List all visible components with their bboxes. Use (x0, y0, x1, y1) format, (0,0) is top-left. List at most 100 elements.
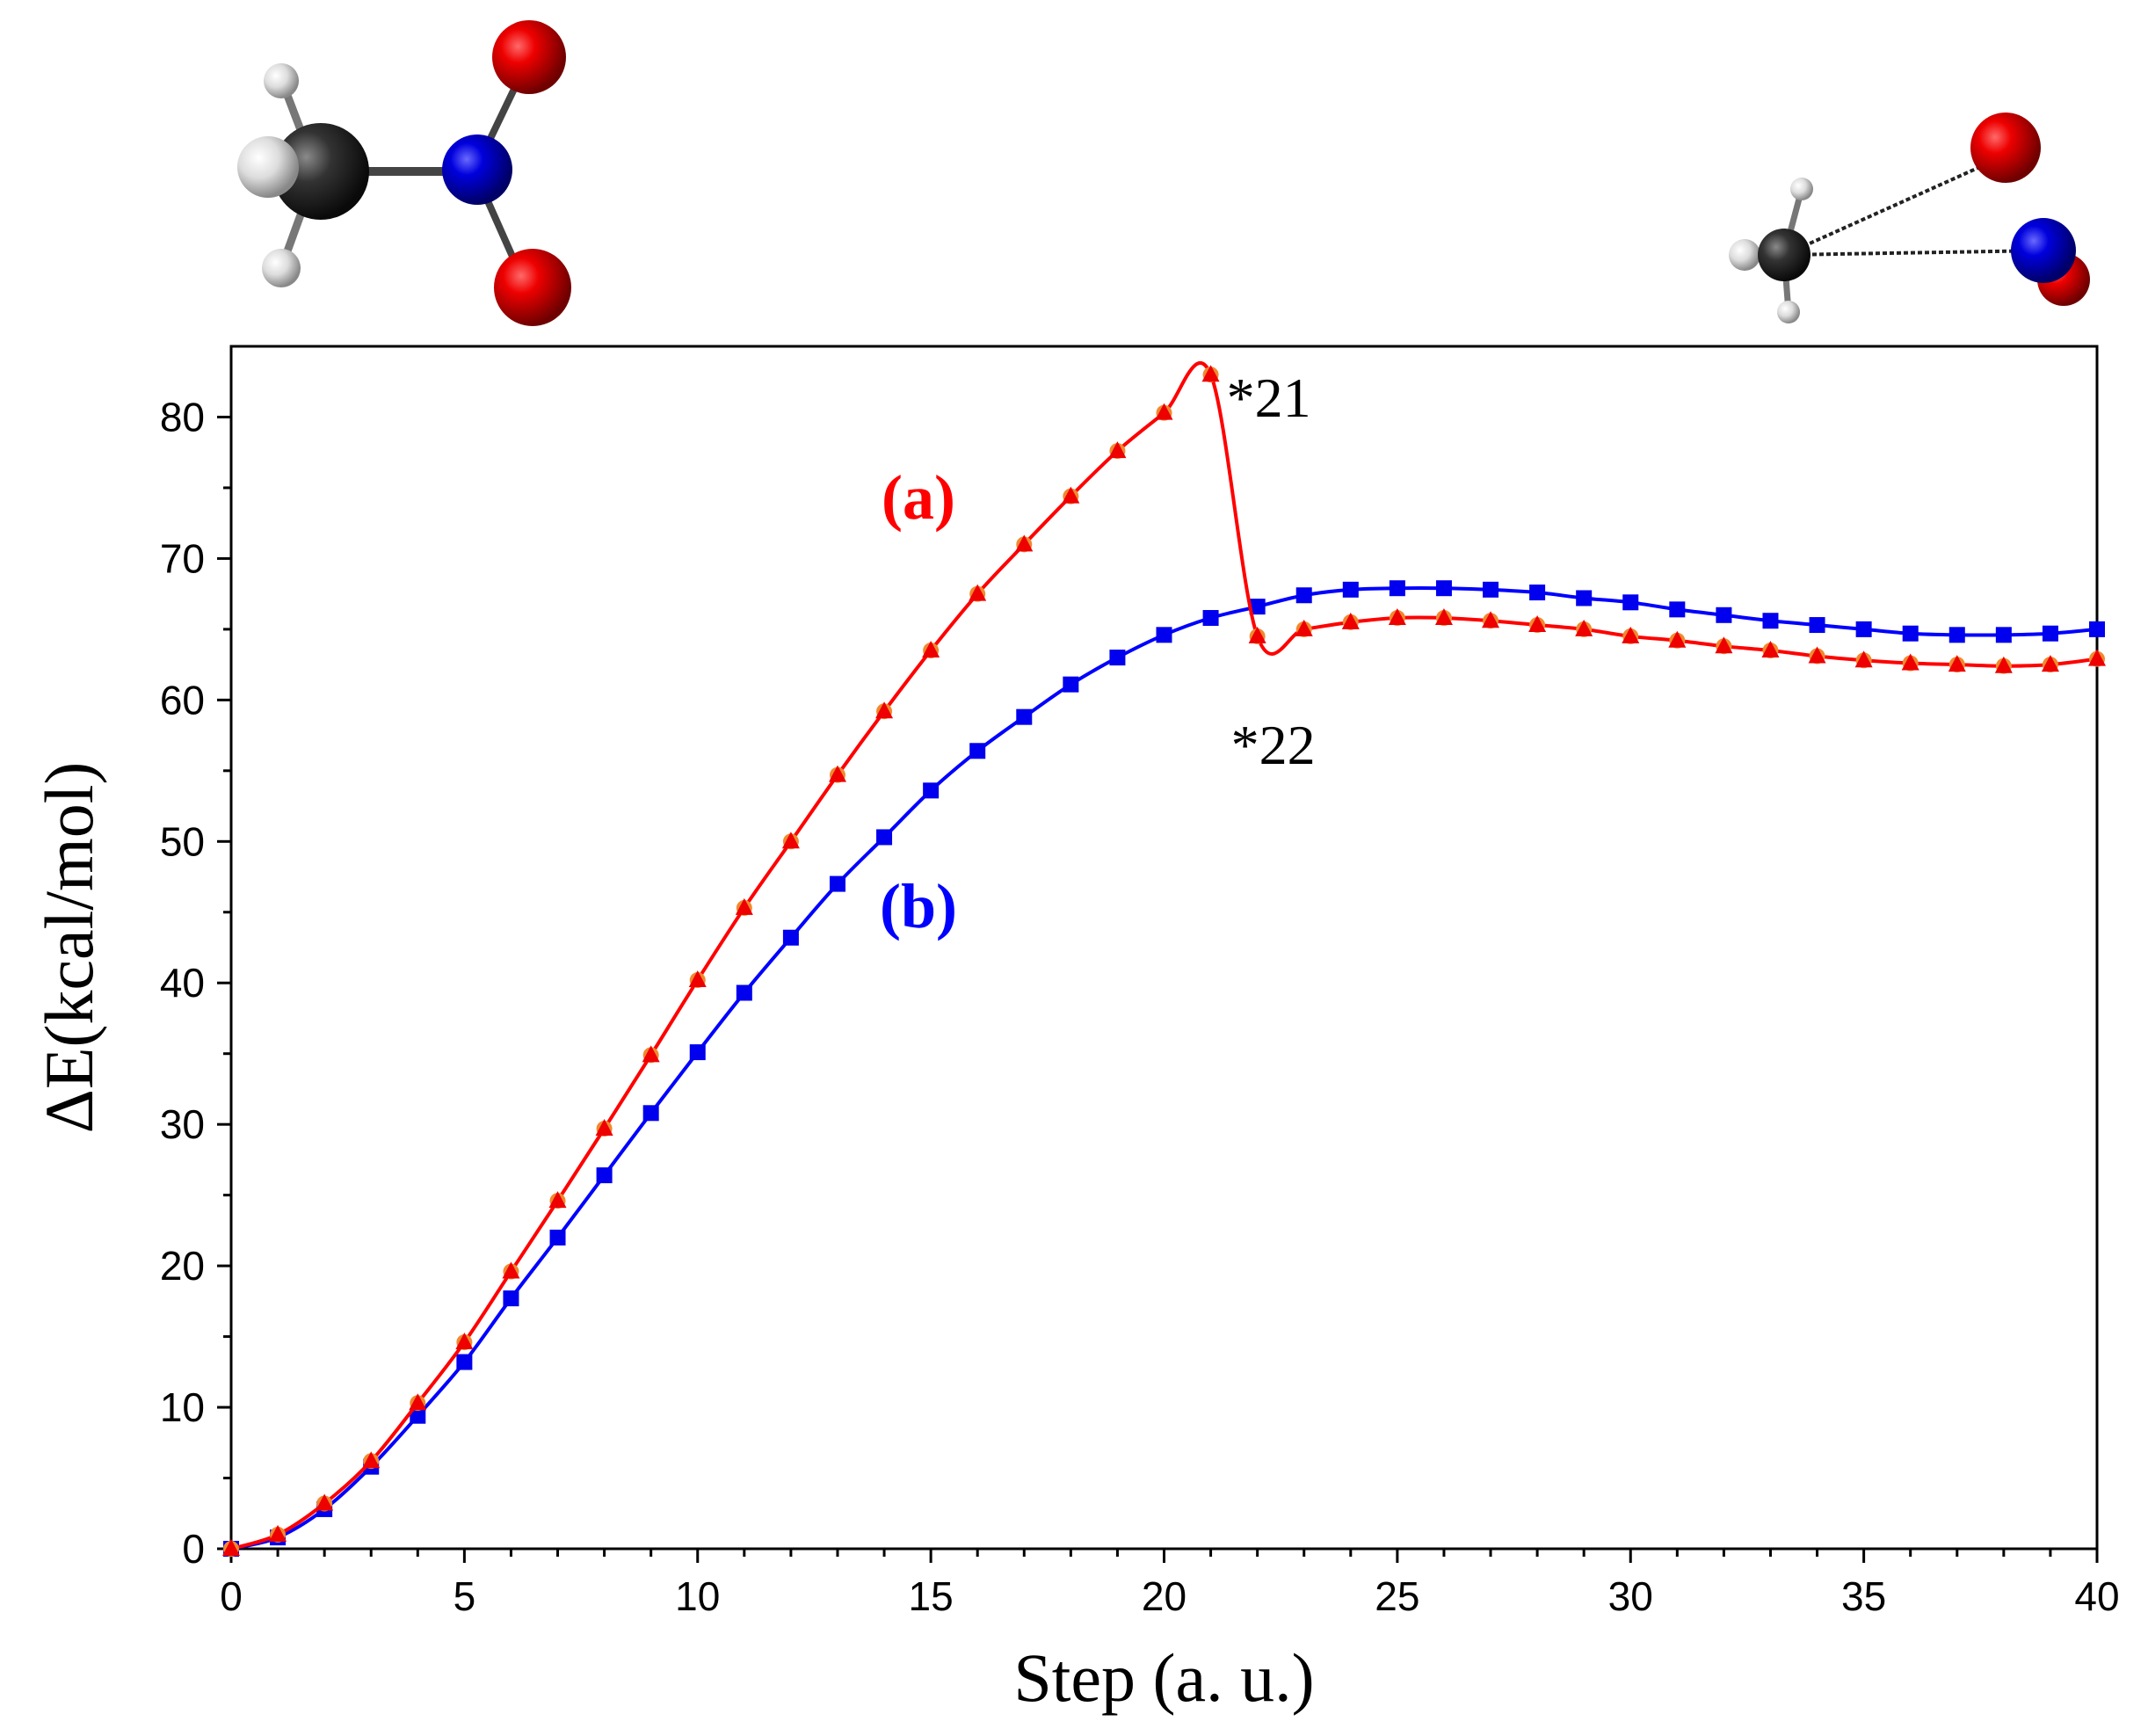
series-point (2089, 621, 2105, 637)
series-point (1855, 621, 1872, 637)
series-point (2041, 655, 2059, 672)
series-point (1342, 581, 1359, 598)
series-point (1528, 615, 1547, 633)
series-point (1015, 534, 1034, 552)
series-point (1622, 594, 1639, 611)
molecule-product-illustration (1729, 113, 2090, 323)
series-point (1715, 636, 1733, 654)
series-point (1016, 708, 1033, 725)
series-point (828, 765, 846, 782)
series-point (1529, 585, 1546, 601)
series-point (969, 584, 987, 601)
y-tick-label: 20 (160, 1243, 205, 1289)
series-point (456, 1354, 473, 1370)
series-point (222, 1539, 240, 1556)
series-point (969, 743, 986, 759)
series-point (1295, 587, 1312, 604)
series-point (922, 641, 940, 658)
y-tick-label: 50 (160, 818, 205, 864)
x-tick-label: 25 (1375, 1573, 1419, 1619)
series-point (2042, 625, 2058, 642)
x-tick-label: 20 (1142, 1573, 1186, 1619)
series-line (230, 361, 2098, 1551)
series-point (1622, 626, 1640, 643)
x-tick-label: 30 (1608, 1573, 1653, 1619)
series-point (781, 832, 800, 849)
series-point (1809, 617, 1825, 634)
series-point (1995, 627, 2012, 643)
series-point (1062, 486, 1080, 504)
series-line (230, 586, 2098, 1551)
x-tick-label: 15 (909, 1573, 954, 1619)
series-label-a: (a) (882, 462, 955, 533)
series-point (642, 1045, 660, 1063)
series-point (502, 1261, 520, 1279)
series-point (1249, 599, 1266, 615)
series-point (1761, 641, 1780, 658)
series-point (1994, 656, 2013, 673)
series-point (503, 1290, 519, 1307)
series-point (2088, 649, 2106, 666)
series-point (316, 1493, 334, 1511)
x-tick-label: 35 (1841, 1573, 1886, 1619)
series-point (688, 970, 707, 988)
series-point (829, 875, 845, 892)
series-point (1248, 626, 1266, 643)
series-point (1388, 608, 1406, 626)
series-point (596, 1167, 613, 1184)
series-point (642, 1105, 659, 1122)
series-label-b: (b) (880, 871, 957, 941)
series-point (689, 1044, 706, 1061)
y-tick-label: 30 (160, 1101, 205, 1147)
series-point (1483, 581, 1499, 598)
series-point (1808, 646, 1826, 664)
x-tick-label: 5 (454, 1573, 476, 1619)
series-point (1948, 655, 1966, 672)
series-point (875, 701, 894, 719)
series-point (1434, 608, 1453, 626)
annotation-step-21: *21 (1227, 367, 1311, 429)
series-point (1575, 619, 1593, 636)
y-tick-label: 60 (160, 677, 205, 723)
x-tick-label: 0 (220, 1573, 243, 1619)
series-point (736, 984, 752, 1001)
series-point (1948, 627, 1965, 643)
series-point (1108, 441, 1127, 459)
series-point (1201, 365, 1220, 382)
series-point (1716, 607, 1732, 623)
x-axis-title: Step (a. u.) (1013, 1639, 1314, 1716)
series-point (1155, 403, 1173, 420)
y-tick-label: 40 (160, 960, 205, 1006)
series-point (595, 1119, 613, 1137)
series-point (548, 1191, 567, 1209)
series-point (549, 1229, 566, 1246)
series-point (735, 897, 753, 915)
series-point (1341, 612, 1360, 629)
series-point (1295, 619, 1313, 636)
series-point (1576, 590, 1593, 607)
y-tick-label: 10 (160, 1384, 205, 1430)
series-point (455, 1333, 474, 1350)
annotation-step-22: *22 (1231, 714, 1316, 776)
series-point (1063, 676, 1079, 693)
x-tick-label: 40 (2074, 1573, 2119, 1619)
series-point (409, 1393, 427, 1411)
series-point (1762, 613, 1779, 629)
series-point (1202, 610, 1219, 627)
series-point (1901, 653, 1919, 671)
y-tick-label: 80 (160, 394, 205, 439)
series-point (782, 929, 799, 946)
series-point (1156, 627, 1172, 643)
series-point (1482, 611, 1500, 628)
series-point (1435, 580, 1452, 597)
series-point (1669, 601, 1686, 618)
molecule-reactant-illustration (237, 20, 571, 326)
series-point (1668, 630, 1687, 648)
series-point (410, 1407, 426, 1424)
series-point (1389, 580, 1405, 597)
series-point (923, 782, 940, 799)
series-point (876, 829, 893, 846)
plot-frame (229, 345, 2099, 1551)
y-tick-label: 70 (160, 535, 205, 581)
